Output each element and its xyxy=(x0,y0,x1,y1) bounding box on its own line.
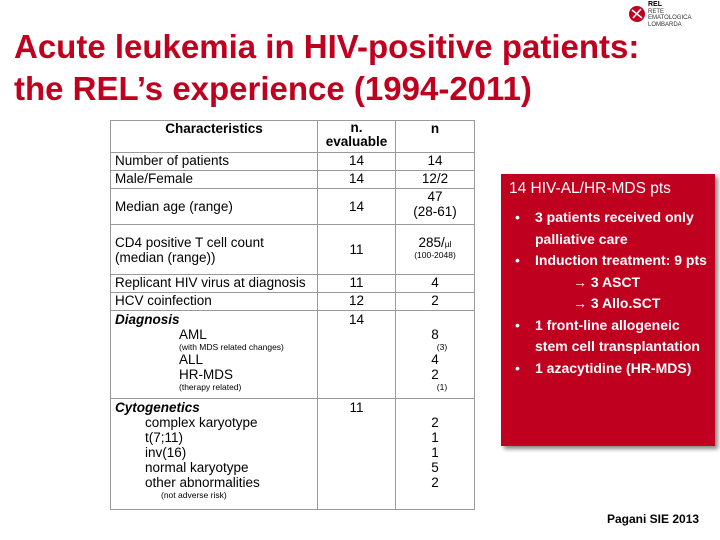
cytogenetics-row: Cytogenetics complex karyotype t(7;11) i… xyxy=(110,398,475,510)
cd4-range: (100-2048) xyxy=(414,250,456,260)
row-evaluable: 14 xyxy=(317,170,396,189)
cyto-item-label: inv(16) xyxy=(145,445,187,460)
diagnosis-all: ALL xyxy=(179,352,204,367)
cyto-item-n: 5 xyxy=(431,460,439,475)
cyto-item-label: other abnormalities xyxy=(145,475,260,490)
cyto-item-n: 1 xyxy=(431,445,439,460)
characteristics-table: Characteristics n. evaluable n Number of… xyxy=(110,120,475,510)
table-row: Male/Female 14 12/2 xyxy=(110,170,475,189)
logo-text: REL RETE EMATOLOGICA LOMBARDA xyxy=(648,1,692,28)
row-label: Male/Female xyxy=(110,170,318,189)
row-n: 4 xyxy=(395,274,475,293)
row-n: 2 xyxy=(395,292,475,311)
summary-item: 3 patients received only palliative care xyxy=(515,207,707,250)
header-characteristics: Characteristics xyxy=(110,120,318,153)
diagnosis-hrmds-note: (therapy related) xyxy=(179,382,242,392)
diagnosis-aml-note: (with MDS related changes) xyxy=(179,342,284,352)
cytogenetics-cell: Cytogenetics complex karyotype t(7;11) i… xyxy=(110,398,318,510)
cyto-note: (not adverse risk) xyxy=(161,490,227,500)
row-n: 47 (28-61) xyxy=(395,188,475,225)
summary-item: 1 azacytidine (HR-MDS) xyxy=(515,358,707,380)
rel-logo xyxy=(629,6,645,22)
table-row: CD4 positive T cell count (median (range… xyxy=(110,224,475,275)
hrmds-note-n: (1) xyxy=(436,382,448,392)
table-row: Number of patients 14 14 xyxy=(110,152,475,171)
row-evaluable: 12 xyxy=(317,292,396,311)
cyto-item-label: t(7;11) xyxy=(145,430,184,445)
summary-item-text: 1 front-line allogeneic stem cell transp… xyxy=(535,316,700,355)
cyto-item-label: complex karyotype xyxy=(145,415,258,430)
row-evaluable: 11 xyxy=(317,224,396,275)
cyto-item-n: 2 xyxy=(431,475,439,490)
aml-note-n: (3) xyxy=(436,342,448,352)
age-range: (28-61) xyxy=(413,204,457,219)
logo-line-2: RETE xyxy=(648,8,665,15)
diagnosis-hrmds: HR-MDS xyxy=(179,367,233,382)
row-n: 12/2 xyxy=(395,170,475,189)
cytogenetics-n: 2 1 1 5 2 xyxy=(395,398,475,510)
row-n: 14 xyxy=(395,152,475,171)
aml-n: 8 xyxy=(431,327,439,342)
table-row: Replicant HIV virus at diagnosis 11 4 xyxy=(110,274,475,293)
cytogenetics-label: Cytogenetics xyxy=(115,400,200,415)
header-evaluable-1: n. xyxy=(350,120,363,135)
hrmds-n: 2 xyxy=(431,367,439,382)
cyto-item-n: 2 xyxy=(431,415,439,430)
row-label: Number of patients xyxy=(110,152,318,171)
logo-line-1: REL xyxy=(648,1,662,8)
row-evaluable: 11 xyxy=(317,274,396,293)
summary-item-text: 1 azacytidine (HR-MDS) xyxy=(535,359,692,376)
table-header-row: Characteristics n. evaluable n xyxy=(110,120,475,153)
row-n: 285/µl (100-2048) xyxy=(395,224,475,275)
table-row: HCV coinfection 12 2 xyxy=(110,292,475,311)
summary-box: 14 HIV-AL/HR-MDS pts 3 patients received… xyxy=(501,174,715,446)
header-evaluable-2: evaluable xyxy=(325,134,388,149)
diagnosis-cell: Diagnosis AML (with MDS related changes)… xyxy=(110,310,318,399)
diagnosis-n: 8 (3) 4 2 (1) xyxy=(395,310,475,399)
diagnosis-row: Diagnosis AML (with MDS related changes)… xyxy=(110,310,475,399)
summary-item: 1 front-line allogeneic stem cell transp… xyxy=(515,315,707,358)
header-evaluable: n. evaluable xyxy=(317,120,396,153)
summary-item: Induction treatment: 9 pts → 3 ASCT → 3 … xyxy=(515,250,707,315)
table-row: Median age (range) 14 47 (28-61) xyxy=(110,188,475,225)
summary-subitem: → 3 ASCT xyxy=(573,273,641,290)
row-evaluable: 14 xyxy=(317,188,396,225)
title-line-2: the REL’s experience (1994-2011) xyxy=(14,70,532,107)
row-label: Replicant HIV virus at diagnosis xyxy=(110,274,318,293)
title-line-1: Acute leukemia in HIV-positive patients: xyxy=(14,28,640,65)
diagnosis-label: Diagnosis xyxy=(115,312,180,327)
cd4-unit: µl xyxy=(444,239,452,249)
summary-heading: 14 HIV-AL/HR-MDS pts xyxy=(509,180,671,197)
logo-line-3: EMATOLOGICA xyxy=(648,15,692,21)
cd4-median: 285/ xyxy=(418,235,445,250)
diagnosis-evaluable: 14 xyxy=(317,310,396,399)
summary-subitem: → 3 Allo.SCT xyxy=(573,295,661,311)
all-n: 4 xyxy=(431,352,439,367)
cd4-label-1: CD4 positive T cell count xyxy=(115,235,264,250)
cyto-item-label: normal karyotype xyxy=(145,460,249,475)
summary-item-text: 3 patients received only palliative care xyxy=(535,209,694,247)
cyto-item-n: 1 xyxy=(431,430,439,445)
row-label: Median age (range) xyxy=(110,188,318,225)
cd4-label-2: (median (range)) xyxy=(115,250,216,265)
diagnosis-aml: AML xyxy=(179,327,207,342)
summary-item-text: Induction treatment: 9 pts xyxy=(535,252,707,268)
row-label: HCV coinfection xyxy=(110,292,318,311)
header-n: n xyxy=(395,120,475,153)
summary-list: 3 patients received only palliative care… xyxy=(509,207,707,379)
cytogenetics-evaluable: 11 xyxy=(317,398,396,510)
slide-title: Acute leukemia in HIV-positive patients:… xyxy=(14,26,639,110)
row-label: CD4 positive T cell count (median (range… xyxy=(110,224,318,275)
age-median: 47 xyxy=(427,189,443,204)
logo-line-4: LOMBARDA xyxy=(648,21,682,28)
row-evaluable: 14 xyxy=(317,152,396,171)
credit-text: Pagani SIE 2013 xyxy=(607,512,700,526)
